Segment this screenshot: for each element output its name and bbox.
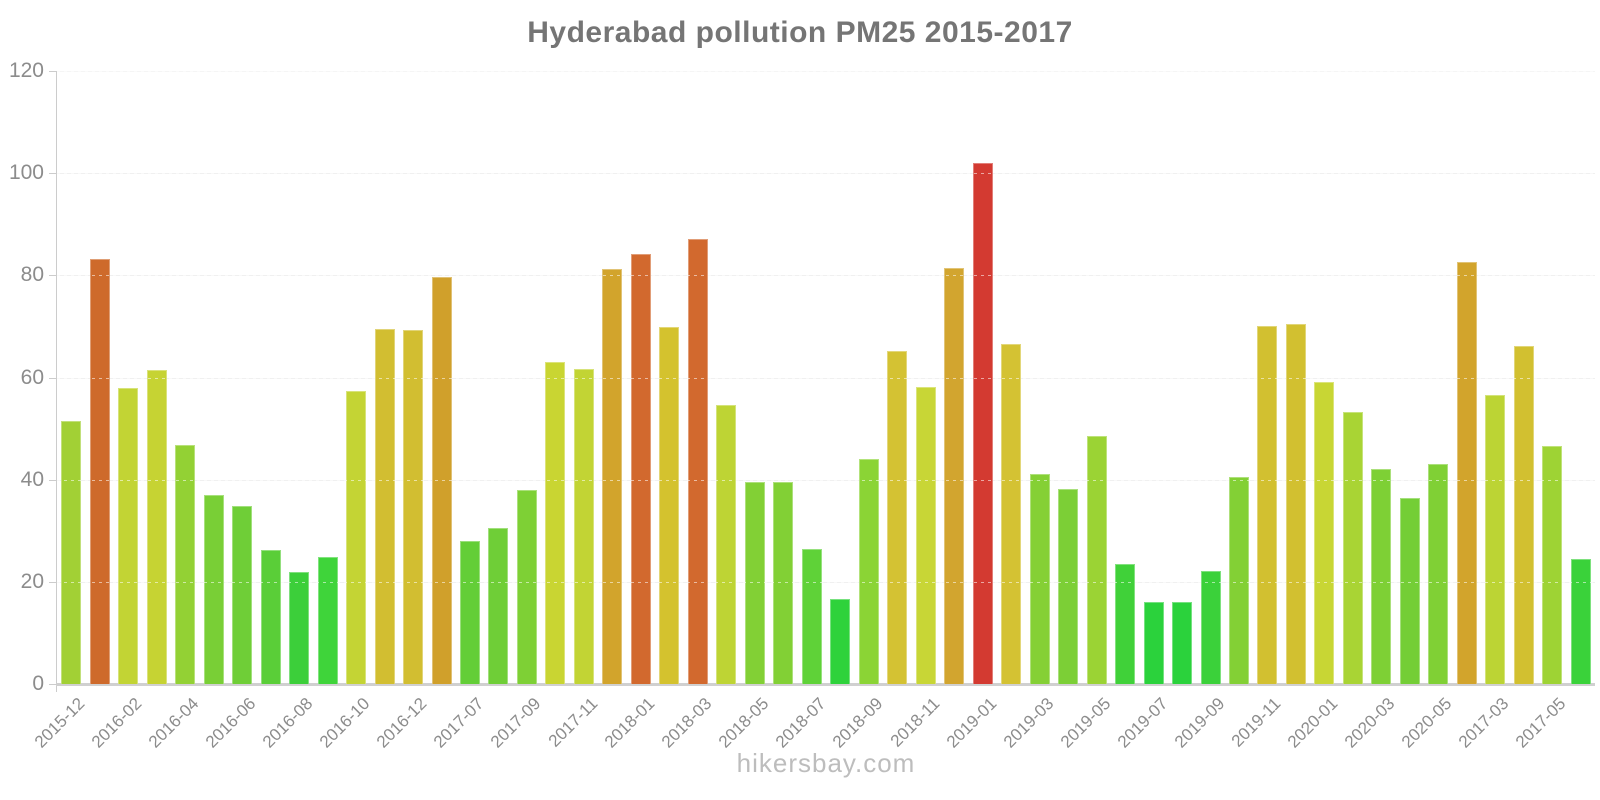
y-tick-mark-60 — [49, 377, 57, 379]
bar-51 — [1513, 345, 1534, 684]
bar-6 — [232, 506, 253, 684]
gridline-dash-120 — [57, 71, 1595, 72]
bar-20 — [630, 253, 651, 684]
bar-38 — [1143, 602, 1164, 684]
y-tick-label-80: 80 — [20, 263, 44, 287]
bar-50 — [1485, 394, 1506, 684]
bar-10 — [346, 390, 367, 684]
bar-39 — [1172, 602, 1193, 684]
bar-42 — [1257, 326, 1278, 684]
bar-43 — [1285, 324, 1306, 684]
bar-12 — [403, 330, 424, 684]
bar-36 — [1086, 435, 1107, 684]
bar-48 — [1428, 464, 1449, 684]
bar-16 — [516, 489, 537, 684]
y-tick-mark-0 — [49, 684, 57, 685]
y-tick-label-100: 100 — [8, 161, 44, 185]
bar-45 — [1342, 412, 1363, 684]
bar-33 — [1001, 343, 1022, 684]
y-tick-label-120: 120 — [8, 59, 44, 82]
bar-5 — [203, 495, 224, 684]
bar-17 — [545, 362, 566, 684]
bar-7 — [260, 550, 281, 684]
y-tick-mark-80 — [49, 275, 57, 277]
bar-18 — [573, 369, 594, 684]
bar-47 — [1399, 498, 1420, 684]
y-tick-label-60: 60 — [20, 365, 44, 389]
bar-9 — [317, 557, 338, 684]
y-tick-label-0: 0 — [32, 672, 44, 695]
bar-30 — [915, 386, 936, 684]
bar-41 — [1228, 476, 1249, 684]
gridline-dash-40 — [57, 479, 1595, 481]
bar-25 — [773, 481, 794, 684]
bar-19 — [602, 269, 623, 684]
bar-0 — [61, 420, 82, 684]
gridline-dash-80 — [57, 275, 1595, 277]
bar-8 — [289, 571, 310, 684]
bar-49 — [1456, 262, 1477, 684]
bar-3 — [146, 369, 167, 684]
gridline-dash-60 — [57, 377, 1595, 379]
bar-37 — [1115, 564, 1136, 684]
plot-area — [56, 71, 1595, 692]
bar-46 — [1371, 469, 1392, 684]
bar-15 — [488, 527, 509, 684]
y-tick-label-40: 40 — [20, 467, 44, 491]
bar-24 — [744, 481, 765, 684]
bar-11 — [374, 328, 395, 684]
y-tick-mark-100 — [49, 173, 57, 175]
bar-21 — [659, 327, 680, 684]
y-tick-mark-120 — [49, 71, 57, 72]
bar-23 — [716, 405, 737, 684]
y-axis-line — [56, 71, 57, 692]
watermark: hikersbay.com — [736, 748, 916, 778]
bar-34 — [1029, 473, 1050, 684]
chart-title: Hyderabad pollution PM25 2015-2017 — [527, 16, 1073, 49]
bar-28 — [858, 459, 879, 684]
bar-27 — [830, 599, 851, 684]
bar-32 — [972, 162, 993, 684]
bar-1 — [89, 259, 110, 684]
bar-26 — [801, 549, 822, 684]
bar-35 — [1058, 488, 1079, 684]
bar-52 — [1542, 445, 1563, 684]
gridline-dash-100 — [57, 173, 1595, 175]
bar-31 — [944, 268, 965, 684]
bar-13 — [431, 277, 452, 684]
y-tick-mark-20 — [49, 581, 57, 583]
bar-4 — [175, 444, 196, 684]
y-tick-mark-40 — [49, 479, 57, 481]
bar-14 — [459, 540, 480, 684]
gridline-dash-20 — [57, 581, 1595, 583]
bar-22 — [687, 238, 708, 684]
bar-29 — [887, 350, 908, 684]
bar-40 — [1200, 570, 1221, 684]
x-axis-line — [56, 683, 1595, 686]
bar-2 — [118, 387, 139, 684]
bar-44 — [1314, 381, 1335, 684]
y-tick-label-20: 20 — [20, 569, 44, 593]
bar-53 — [1570, 559, 1591, 684]
